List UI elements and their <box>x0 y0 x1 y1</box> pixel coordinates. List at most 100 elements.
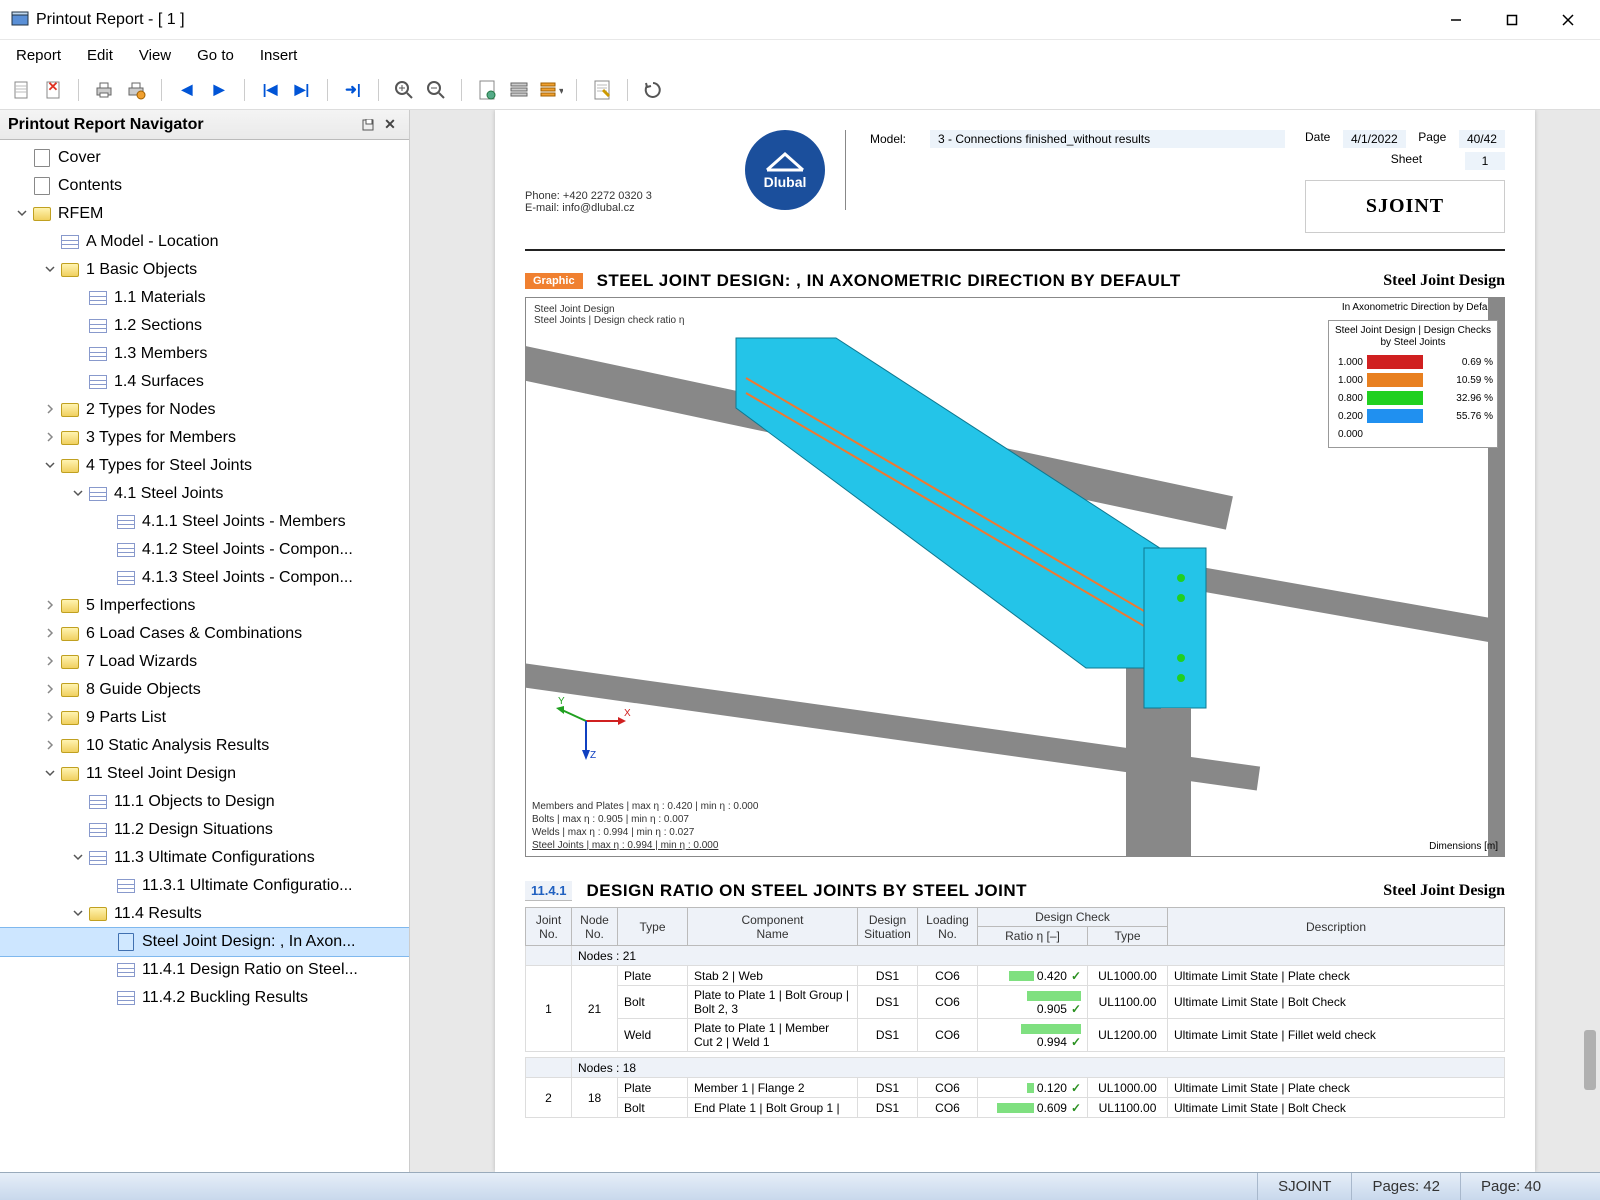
svg-text:X: X <box>624 708 631 719</box>
print-icon[interactable] <box>91 77 117 103</box>
graphic-rt: Steel Joint Design <box>1383 272 1505 290</box>
toolbar: ✕ ◀ ▶ |◀ ▶| ➜| ▾ <box>0 70 1600 110</box>
table-badge: 11.4.1 <box>525 881 572 901</box>
tree-item[interactable]: 1.4 Surfaces <box>0 368 409 396</box>
tree-item[interactable]: 11.4.1 Design Ratio on Steel... <box>0 956 409 984</box>
axes-icon: X Y Z <box>556 696 636 766</box>
tree-item[interactable]: 6 Load Cases & Combinations <box>0 620 409 648</box>
navigator-title: Printout Report Navigator <box>8 116 204 134</box>
tree-item[interactable]: 11.3.1 Ultimate Configuratio... <box>0 872 409 900</box>
navigator-dock-icon[interactable] <box>357 114 379 136</box>
scrollbar-thumb[interactable] <box>1584 1030 1596 1090</box>
graphic-viewport: Steel Joint Design Steel Joints | Design… <box>525 297 1505 857</box>
tree-item[interactable]: 4.1.1 Steel Joints - Members <box>0 508 409 536</box>
contact-email: E-mail: info@dlubal.cz <box>525 202 725 214</box>
window-title: Printout Report - [ 1 ] <box>36 11 185 29</box>
navigator-header: Printout Report Navigator ✕ <box>0 110 409 140</box>
tree-item[interactable]: 11 Steel Joint Design <box>0 760 409 788</box>
refresh-icon[interactable] <box>640 77 666 103</box>
tree-item[interactable]: 7 Load Wizards <box>0 648 409 676</box>
titlebar: Printout Report - [ 1 ] <box>0 0 1600 40</box>
tree-item[interactable]: 11.1 Objects to Design <box>0 788 409 816</box>
th-ratio: Ratio η [–] <box>978 927 1088 946</box>
tree-item[interactable]: 3 Types for Members <box>0 424 409 452</box>
tree-item[interactable]: 1.1 Materials <box>0 284 409 312</box>
new-report-icon[interactable] <box>8 77 34 103</box>
tree-item[interactable]: 2 Types for Nodes <box>0 396 409 424</box>
nav-goto-icon[interactable]: ➜| <box>340 77 366 103</box>
print-settings-icon[interactable] <box>123 77 149 103</box>
tree-item[interactable]: 11.2 Design Situations <box>0 816 409 844</box>
select-options-icon[interactable]: ▾ <box>538 77 564 103</box>
nav-prev-icon[interactable]: ◀ <box>174 77 200 103</box>
th-load: LoadingNo. <box>918 908 978 946</box>
design-ratio-table: JointNo. NodeNo. Type ComponentName Desi… <box>525 907 1505 1124</box>
tree-item[interactable]: 11.4 Results <box>0 900 409 928</box>
tree-item[interactable]: Steel Joint Design: , In Axon... <box>0 928 409 956</box>
navigator-panel: Printout Report Navigator ✕ CoverContent… <box>0 110 410 1172</box>
menu-report[interactable]: Report <box>4 43 73 68</box>
status-page: Page: 40 <box>1460 1173 1600 1200</box>
tree-item[interactable]: 4.1.3 Steel Joints - Compon... <box>0 564 409 592</box>
zoom-in-icon[interactable] <box>391 77 417 103</box>
nav-first-icon[interactable]: |◀ <box>257 77 283 103</box>
tree-item[interactable]: 1 Basic Objects <box>0 256 409 284</box>
edit-page-icon[interactable] <box>589 77 615 103</box>
tree-item[interactable]: Contents <box>0 172 409 200</box>
graphic-title: STEEL JOINT DESIGN: , IN AXONOMETRIC DIR… <box>597 271 1181 291</box>
model-value: 3 - Connections finished_without results <box>930 130 1285 148</box>
statusbar: SJOINT Pages: 42 Page: 40 <box>0 1172 1600 1200</box>
tree-item[interactable]: 4.1.2 Steel Joints - Compon... <box>0 536 409 564</box>
delete-report-icon[interactable]: ✕ <box>40 77 66 103</box>
status-sjoint: SJOINT <box>1257 1173 1351 1200</box>
tree-item[interactable]: 8 Guide Objects <box>0 676 409 704</box>
svg-text:Y: Y <box>558 696 565 707</box>
tree-item[interactable]: 11.3 Ultimate Configurations <box>0 844 409 872</box>
tree-item[interactable]: 1.2 Sections <box>0 312 409 340</box>
tree-item[interactable]: A Model - Location <box>0 228 409 256</box>
th-node: NodeNo. <box>572 908 618 946</box>
minimize-button[interactable] <box>1428 0 1484 40</box>
nav-next-icon[interactable]: ▶ <box>206 77 232 103</box>
tree-item[interactable]: 11.4.2 Buckling Results <box>0 984 409 1012</box>
tree-item[interactable]: 4 Types for Steel Joints <box>0 452 409 480</box>
contact-phone: Phone: +420 2272 0320 3 <box>525 190 725 202</box>
th-ds: DesignSituation <box>858 908 918 946</box>
svg-text:Z: Z <box>590 750 596 761</box>
status-pages: Pages: 42 <box>1351 1173 1460 1200</box>
tree-item[interactable]: RFEM <box>0 200 409 228</box>
graphic-footer: Members and Plates | max η : 0.420 | min… <box>532 800 758 852</box>
menubar: Report Edit View Go to Insert <box>0 40 1600 70</box>
sjoint-title: SJOINT <box>1305 180 1505 233</box>
graphic-badge: Graphic <box>525 273 583 289</box>
navigator-close-icon[interactable]: ✕ <box>379 114 401 136</box>
tree-item[interactable]: 9 Parts List <box>0 704 409 732</box>
table-title: DESIGN RATIO ON STEEL JOINTS BY STEEL JO… <box>586 881 1027 901</box>
select-icon[interactable] <box>506 77 532 103</box>
content-area[interactable]: Phone: +420 2272 0320 3 E-mail: info@dlu… <box>410 110 1600 1172</box>
model-label: Model: <box>870 132 920 146</box>
logo: Dlubal <box>745 130 825 210</box>
zoom-out-icon[interactable] <box>423 77 449 103</box>
maximize-button[interactable] <box>1484 0 1540 40</box>
page-icon[interactable] <box>474 77 500 103</box>
th-joint: JointNo. <box>526 908 572 946</box>
nav-last-icon[interactable]: ▶| <box>289 77 315 103</box>
th-dc: Design Check <box>978 908 1168 927</box>
menu-view[interactable]: View <box>127 43 183 68</box>
svg-text:✕: ✕ <box>48 80 59 94</box>
menu-goto[interactable]: Go to <box>185 43 246 68</box>
legend: Steel Joint Design | Design Checks by St… <box>1328 320 1498 448</box>
app-icon <box>10 10 30 30</box>
tree-item[interactable]: 5 Imperfections <box>0 592 409 620</box>
navigator-tree[interactable]: CoverContentsRFEMA Model - Location1 Bas… <box>0 140 409 1172</box>
tree-item[interactable]: 10 Static Analysis Results <box>0 732 409 760</box>
th-comp: ComponentName <box>688 908 858 946</box>
tree-item[interactable]: 4.1 Steel Joints <box>0 480 409 508</box>
tree-item[interactable]: Cover <box>0 144 409 172</box>
menu-insert[interactable]: Insert <box>248 43 310 68</box>
th-desc: Description <box>1168 908 1505 946</box>
tree-item[interactable]: 1.3 Members <box>0 340 409 368</box>
menu-edit[interactable]: Edit <box>75 43 125 68</box>
close-button[interactable] <box>1540 0 1596 40</box>
